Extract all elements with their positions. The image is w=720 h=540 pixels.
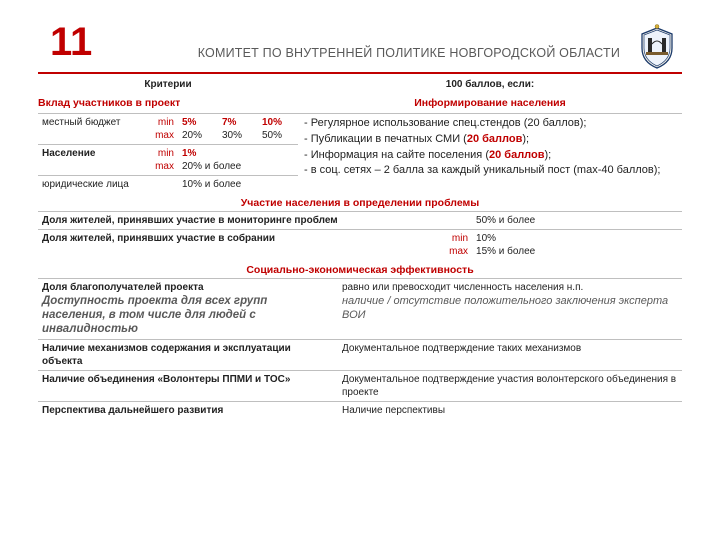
- contrib-pop-label: Население: [38, 144, 148, 175]
- val: 7%: [222, 117, 236, 128]
- page-header: 11 КОМИТЕТ ПО ВНУТРЕННЕЙ ПОЛИТИКЕ НОВГОР…: [0, 0, 720, 68]
- section-informing: Информирование населения: [298, 93, 682, 113]
- val: 50% и более: [472, 211, 682, 229]
- table-row: Наличие механизмов содержания и эксплуат…: [38, 339, 682, 370]
- section-contribution: Вклад участников в проект: [38, 93, 298, 113]
- val: 20%: [182, 130, 202, 141]
- val: Документальное подтверждение таких механ…: [338, 339, 682, 370]
- val: 1%: [182, 148, 196, 159]
- participation-table: Доля жителей, принявших участие в монито…: [38, 211, 682, 260]
- min-label: min: [452, 233, 468, 244]
- region-crest-icon: [634, 24, 680, 73]
- val: 20% и более: [182, 161, 241, 172]
- inform-line: );: [522, 133, 529, 145]
- inform-line: - Информация на сайте поселения (: [304, 149, 489, 161]
- social-row1-val: равно или превосходит численность населе…: [338, 278, 682, 339]
- inform-line: - Регулярное использование спец.стендов …: [304, 117, 586, 129]
- informing-text: - Регулярное использование спец.стендов …: [298, 113, 682, 193]
- val: равно или превосходит численность населе…: [342, 281, 678, 294]
- contrib-budget-label: местный бюджет: [38, 113, 148, 144]
- table-row: Доля жителей, принявших участие в собран…: [38, 229, 682, 260]
- committee-title: КОМИТЕТ ПО ВНУТРЕННЕЙ ПОЛИТИКЕ НОВГОРОДС…: [198, 46, 620, 60]
- val: Документальное подтверждение участия вол…: [338, 370, 682, 401]
- social-row2-label: Наличие механизмов содержания и эксплуат…: [38, 339, 338, 370]
- table-row: Доля жителей, принявших участие в монито…: [38, 211, 682, 229]
- max-label: max: [155, 161, 174, 172]
- table-row: Наличие объединения «Волонтеры ППМИ и ТО…: [38, 370, 682, 401]
- val-italic: наличие / отсутствие положительного закл…: [342, 294, 678, 323]
- val: 10%: [262, 117, 282, 128]
- inform-line: );: [545, 149, 552, 161]
- social-row1-label: Доля благополучателей проекта Доступност…: [38, 278, 338, 339]
- table-row: местный бюджет min max 5% 20% 7% 30% 10%…: [38, 113, 682, 144]
- inform-line: - Публикации в печатных СМИ (: [304, 133, 467, 145]
- section-social: Социально-экономическая эффективность: [38, 260, 682, 278]
- content: Критерии 100 баллов, если: Вклад участни…: [0, 76, 720, 419]
- min-label: min: [158, 148, 174, 159]
- col-hundred: 100 баллов, если:: [298, 76, 682, 93]
- table-row: Доля благополучателей проекта Доступност…: [38, 278, 682, 339]
- social-table: Доля благополучателей проекта Доступност…: [38, 278, 682, 419]
- section-participation: Участие населения в определении проблемы: [38, 193, 682, 211]
- val: Наличие перспективы: [338, 401, 682, 419]
- val: 50%: [262, 130, 282, 141]
- social-row1-big: Доступность проекта для всех групп насел…: [42, 294, 334, 337]
- max-label: max: [155, 130, 174, 141]
- val: 10%: [476, 233, 496, 244]
- top-table: Критерии 100 баллов, если: Вклад участни…: [38, 76, 682, 193]
- part-row1-label: Доля жителей, принявших участие в монито…: [38, 211, 472, 229]
- val: 30%: [222, 130, 242, 141]
- min-label: min: [158, 117, 174, 128]
- max-label: max: [449, 246, 468, 257]
- header-rule: [38, 72, 682, 74]
- social-row1-small: Доля благополучателей проекта: [42, 281, 334, 294]
- page-number: 11: [50, 22, 92, 62]
- part-row2-label: Доля жителей, принявших участие в собран…: [38, 229, 438, 260]
- val: 5%: [182, 117, 196, 128]
- inform-highlight: 20 баллов: [489, 149, 545, 161]
- val: 15% и более: [476, 246, 535, 257]
- social-row3-label: Наличие объединения «Волонтеры ППМИ и ТО…: [38, 370, 338, 401]
- contrib-legal-label: юридические лица: [38, 175, 178, 193]
- col-criteria: Критерии: [38, 76, 298, 93]
- table-row: Перспектива дальнейшего развития Наличие…: [38, 401, 682, 419]
- val: 10% и более: [178, 175, 298, 193]
- inform-line: - в соц. сетях – 2 балла за каждый уника…: [304, 164, 660, 176]
- social-row4-label: Перспектива дальнейшего развития: [38, 401, 338, 419]
- inform-highlight: 20 баллов: [467, 133, 523, 145]
